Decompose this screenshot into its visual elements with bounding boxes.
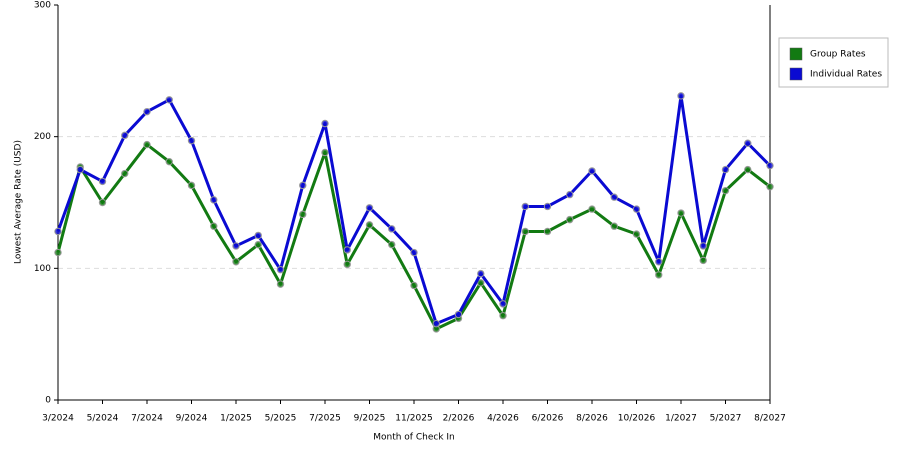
series-line <box>56 94 772 326</box>
data-point <box>543 202 552 211</box>
data-point <box>543 227 552 236</box>
data-point <box>677 92 685 100</box>
data-point <box>410 248 418 257</box>
data-point <box>655 271 663 279</box>
x-tick-label: 8/2027 <box>754 414 786 424</box>
data-point <box>655 258 663 266</box>
data-point <box>121 169 129 178</box>
data-point <box>254 240 262 249</box>
x-axis-label: Month of Check In <box>373 433 455 443</box>
x-tick-label: 1/2025 <box>220 414 252 424</box>
data-point <box>343 246 351 254</box>
legend-label: Individual Rates <box>810 70 882 80</box>
data-point <box>632 205 641 213</box>
legend-swatch <box>789 47 803 61</box>
x-tick-label: 3/2024 <box>42 414 74 424</box>
legend-label: Group Rates <box>810 50 866 60</box>
data-point <box>321 119 329 128</box>
x-tick-label: 7/2025 <box>309 414 341 424</box>
data-point <box>54 227 62 236</box>
data-point <box>566 190 574 199</box>
data-point <box>744 139 752 147</box>
legend-swatch <box>789 67 803 81</box>
x-tick-label: 10/2026 <box>618 414 656 424</box>
data-point <box>121 131 129 140</box>
data-point <box>388 225 396 233</box>
data-point <box>165 96 173 104</box>
data-point <box>521 202 529 211</box>
data-point <box>232 258 240 266</box>
data-point <box>388 240 396 249</box>
data-point <box>499 300 507 308</box>
data-point <box>744 165 752 174</box>
data-point <box>588 167 596 175</box>
x-tick-label: 9/2025 <box>354 414 386 424</box>
data-point <box>477 279 485 287</box>
data-point <box>588 205 596 213</box>
data-point <box>677 209 685 217</box>
data-point <box>454 310 463 319</box>
data-point <box>187 136 196 145</box>
data-point <box>165 157 173 166</box>
data-point <box>187 181 196 190</box>
x-tick-label: 11/2025 <box>395 414 432 424</box>
data-point <box>610 222 618 230</box>
y-tick-label: 300 <box>34 1 51 11</box>
data-point <box>210 222 218 230</box>
data-point <box>699 256 707 265</box>
data-point <box>98 177 107 186</box>
data-point <box>721 165 730 174</box>
data-point <box>721 186 730 195</box>
data-point <box>76 165 84 174</box>
x-tick-label: 2/2026 <box>443 414 475 424</box>
y-tick-label: 100 <box>34 264 51 274</box>
data-point <box>299 210 307 219</box>
data-point <box>343 260 351 269</box>
x-tick-label: 6/2026 <box>532 414 564 424</box>
data-point <box>432 319 440 328</box>
x-tick-label: 5/2024 <box>87 414 119 424</box>
data-point <box>276 280 285 288</box>
data-point <box>232 242 240 250</box>
data-point <box>276 265 285 274</box>
x-tick-label: 5/2025 <box>265 414 297 424</box>
data-point <box>499 312 507 320</box>
x-tick-label: 7/2024 <box>131 414 163 424</box>
data-point <box>477 269 485 278</box>
data-point <box>699 242 707 250</box>
y-axis-label: Lowest Average Rate (USD) <box>14 140 24 264</box>
x-tick-label: 9/2024 <box>176 414 208 424</box>
data-point <box>410 281 418 290</box>
x-tick-label: 1/2027 <box>665 414 697 424</box>
data-point <box>610 193 618 201</box>
data-point <box>143 140 151 149</box>
data-point <box>54 248 62 257</box>
y-tick-label: 200 <box>34 132 51 142</box>
x-tick-label: 8/2026 <box>576 414 608 424</box>
data-point <box>766 161 774 170</box>
data-point <box>365 221 374 229</box>
data-point <box>365 204 374 212</box>
data-point <box>766 183 774 191</box>
y-tick-label: 0 <box>45 396 51 406</box>
data-point <box>521 227 529 236</box>
data-point <box>254 231 262 240</box>
data-point <box>98 198 107 207</box>
data-point <box>632 230 641 238</box>
data-point <box>210 196 218 204</box>
x-tick-label: 4/2026 <box>487 414 519 424</box>
x-tick-label: 5/2027 <box>710 414 742 424</box>
data-point <box>321 148 329 157</box>
data-point <box>566 215 574 224</box>
data-point <box>143 107 151 116</box>
data-point <box>299 181 307 190</box>
